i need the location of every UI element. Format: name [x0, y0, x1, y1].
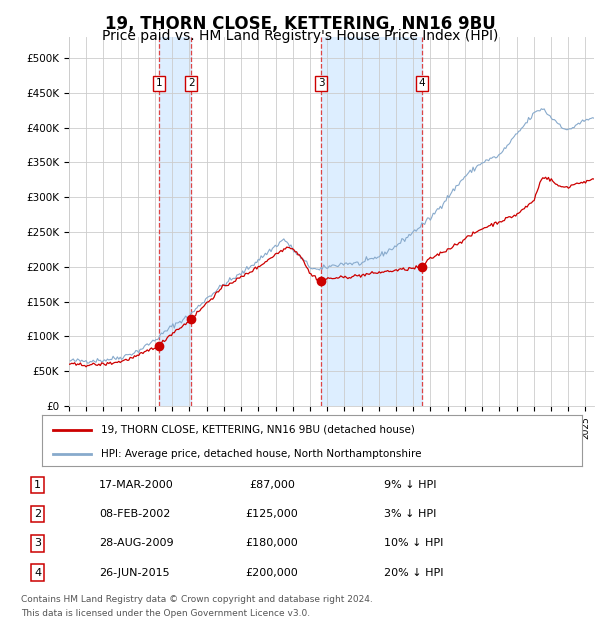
Text: Contains HM Land Registry data © Crown copyright and database right 2024.: Contains HM Land Registry data © Crown c…	[21, 595, 373, 604]
Text: £125,000: £125,000	[246, 509, 298, 520]
Text: 19, THORN CLOSE, KETTERING, NN16 9BU (detached house): 19, THORN CLOSE, KETTERING, NN16 9BU (de…	[101, 425, 415, 435]
Text: 19, THORN CLOSE, KETTERING, NN16 9BU: 19, THORN CLOSE, KETTERING, NN16 9BU	[104, 16, 496, 33]
Text: £200,000: £200,000	[246, 567, 298, 578]
Text: 28-AUG-2009: 28-AUG-2009	[99, 538, 174, 549]
Text: 3: 3	[318, 78, 325, 88]
Text: 3: 3	[34, 538, 41, 549]
Text: £87,000: £87,000	[249, 480, 295, 490]
Text: 20% ↓ HPI: 20% ↓ HPI	[384, 567, 443, 578]
Text: 3% ↓ HPI: 3% ↓ HPI	[384, 509, 436, 520]
Text: Price paid vs. HM Land Registry's House Price Index (HPI): Price paid vs. HM Land Registry's House …	[102, 29, 498, 43]
Text: £180,000: £180,000	[246, 538, 298, 549]
Text: HPI: Average price, detached house, North Northamptonshire: HPI: Average price, detached house, Nort…	[101, 448, 422, 459]
Text: 4: 4	[418, 78, 425, 88]
Text: 2: 2	[188, 78, 194, 88]
Text: This data is licensed under the Open Government Licence v3.0.: This data is licensed under the Open Gov…	[21, 609, 310, 618]
Text: 1: 1	[155, 78, 162, 88]
Bar	[322, 37, 422, 406]
Text: 9% ↓ HPI: 9% ↓ HPI	[384, 480, 436, 490]
Text: 17-MAR-2000: 17-MAR-2000	[99, 480, 174, 490]
Text: 26-JUN-2015: 26-JUN-2015	[99, 567, 170, 578]
Text: 08-FEB-2002: 08-FEB-2002	[99, 509, 170, 520]
Bar	[158, 37, 191, 406]
Text: 1: 1	[34, 480, 41, 490]
Text: 10% ↓ HPI: 10% ↓ HPI	[384, 538, 443, 549]
Text: 2: 2	[34, 509, 41, 520]
Text: 4: 4	[34, 567, 41, 578]
